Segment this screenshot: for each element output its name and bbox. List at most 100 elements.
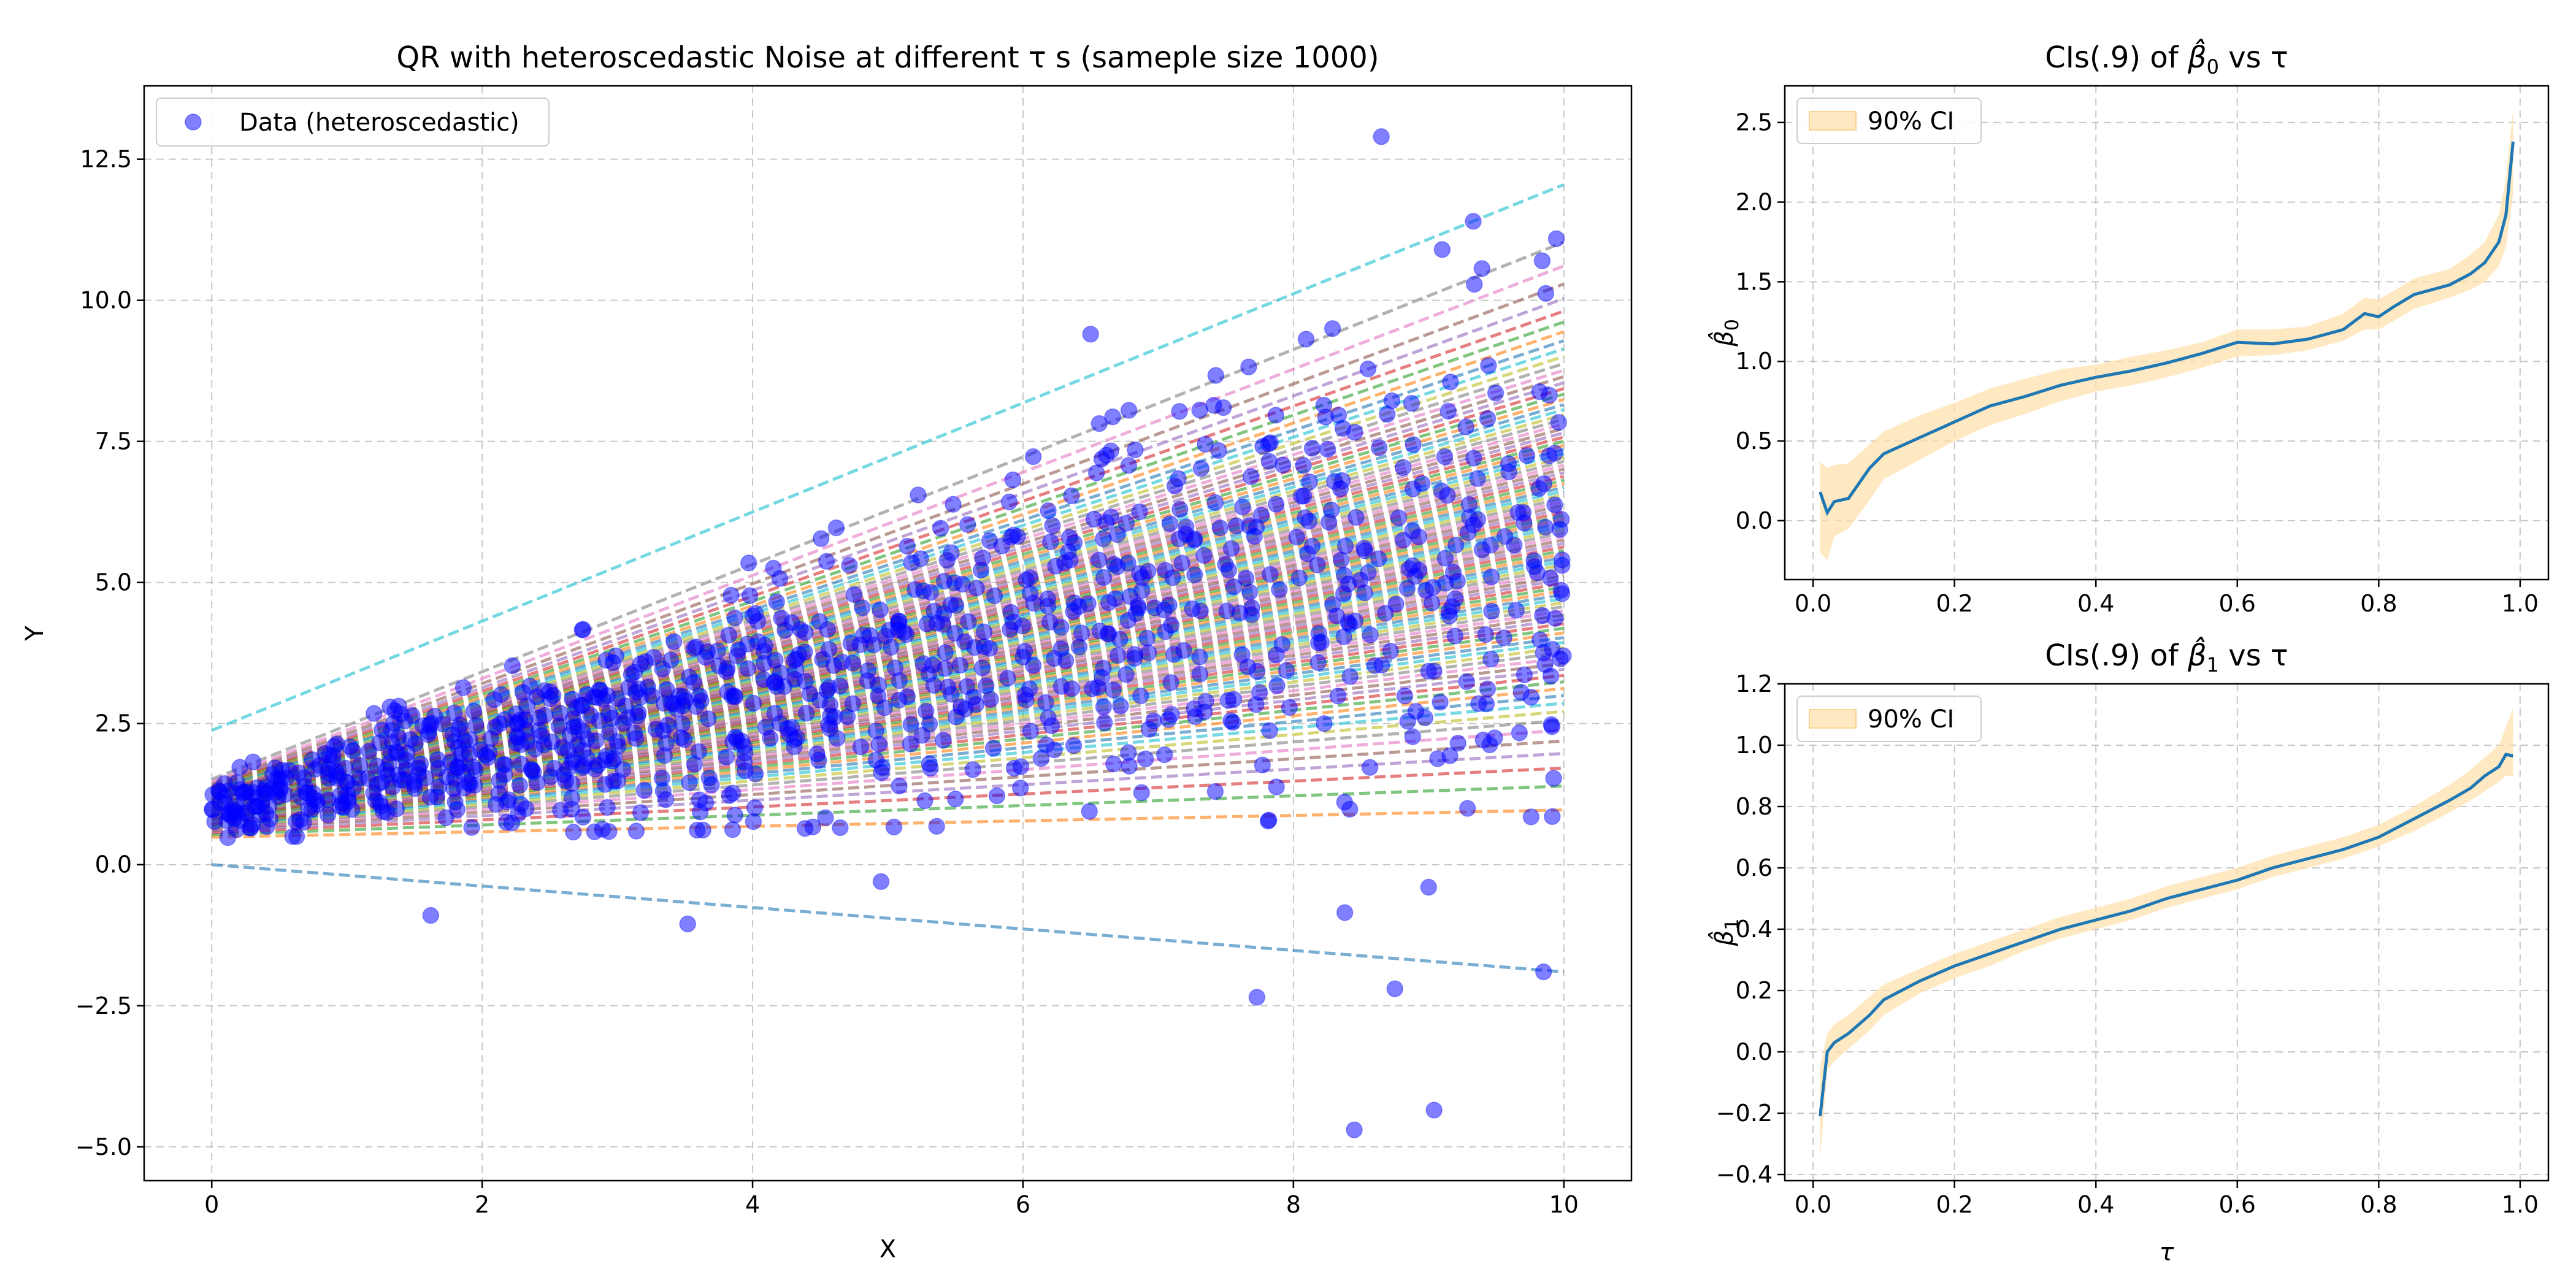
data-point [1042, 533, 1059, 551]
beta1-ylabel-var: β̂ [1708, 930, 1739, 947]
data-point [1222, 540, 1240, 558]
data-point [385, 715, 402, 732]
data-point [655, 694, 673, 712]
data-point [1465, 450, 1482, 467]
data-point [1387, 596, 1405, 613]
data-point [1065, 603, 1082, 620]
data-point [654, 783, 672, 800]
data-point [1127, 441, 1144, 459]
data-point [935, 732, 952, 749]
data-point [1543, 716, 1560, 734]
data-point [429, 751, 447, 769]
data-point [1184, 600, 1201, 618]
data-point [1309, 556, 1326, 573]
b0-x-tick-label: 0.8 [2360, 590, 2397, 617]
data-point [1554, 551, 1571, 569]
data-point [964, 761, 981, 778]
data-point [1217, 556, 1234, 573]
data-point [1070, 638, 1088, 656]
data-point [1347, 508, 1365, 526]
data-point [1390, 509, 1408, 527]
data-point [685, 673, 702, 691]
data-point [1120, 402, 1138, 419]
data-point [916, 792, 933, 810]
data-point [309, 792, 326, 810]
data-point [1303, 537, 1321, 555]
data-point [765, 559, 782, 577]
data-point [1500, 463, 1517, 481]
data-point [1211, 519, 1229, 537]
data-point [924, 656, 941, 674]
main-legend-box [156, 98, 550, 147]
data-point [1002, 621, 1019, 638]
data-point [517, 800, 535, 818]
data-point [565, 823, 582, 841]
data-point [1313, 634, 1330, 651]
data-point [1469, 470, 1486, 487]
b1-x-tick-label: 0.4 [2077, 1191, 2114, 1218]
data-point [726, 609, 743, 627]
data-point [918, 615, 936, 633]
data-point [1370, 550, 1387, 567]
quantile-line [211, 387, 1565, 796]
data-point [605, 749, 623, 767]
data-point [1022, 723, 1040, 740]
data-point [1487, 385, 1505, 402]
data-point [1157, 562, 1174, 579]
data-point [1481, 736, 1498, 754]
data-point [1095, 569, 1113, 586]
data-point [1336, 904, 1354, 921]
data-point [954, 575, 972, 593]
data-point [885, 818, 903, 836]
data-point [951, 656, 969, 674]
data-point [231, 759, 248, 776]
main-chart-title: QR with heteroscedastic Noise at differe… [396, 40, 1379, 75]
b1-y-tick-label: 0.0 [1736, 1038, 1773, 1065]
data-point [943, 686, 960, 703]
b1-x-tick-label: 1.0 [2502, 1191, 2539, 1218]
data-point [1252, 507, 1270, 524]
data-point [1156, 601, 1173, 619]
data-point [1309, 654, 1327, 672]
data-point [331, 797, 349, 815]
data-point [746, 799, 764, 816]
data-point [854, 599, 871, 616]
data-point [381, 754, 398, 772]
data-point [1410, 528, 1428, 546]
data-point [1546, 445, 1563, 462]
data-point [1395, 459, 1412, 476]
data-point [942, 596, 959, 613]
data-point [1261, 722, 1278, 740]
data-point [1138, 629, 1156, 647]
data-point [1301, 473, 1318, 491]
data-point [1192, 460, 1210, 477]
data-point [1178, 518, 1195, 535]
data-point [1433, 482, 1451, 500]
data-point [986, 587, 1003, 605]
data-point [1383, 392, 1401, 410]
data-point [1398, 580, 1416, 597]
data-point [907, 581, 924, 598]
data-point [1473, 260, 1491, 277]
data-point [697, 794, 715, 811]
data-point [1482, 650, 1500, 668]
quantile-line [212, 751, 1564, 834]
data-point [870, 677, 887, 694]
data-point [417, 769, 434, 787]
data-point [1317, 408, 1335, 426]
data-point [397, 752, 415, 769]
data-point [1386, 980, 1403, 997]
data-point [1535, 644, 1552, 661]
data-point [749, 613, 767, 630]
data-point [1117, 515, 1135, 532]
beta0-axes-frame [1784, 85, 2550, 581]
data-point [600, 705, 618, 722]
data-point [1295, 457, 1312, 474]
data-point [1024, 657, 1042, 674]
data-point [1109, 646, 1127, 664]
data-point [726, 807, 744, 824]
data-point [718, 659, 736, 677]
data-point [1328, 607, 1346, 624]
quantile-line [211, 369, 1565, 794]
